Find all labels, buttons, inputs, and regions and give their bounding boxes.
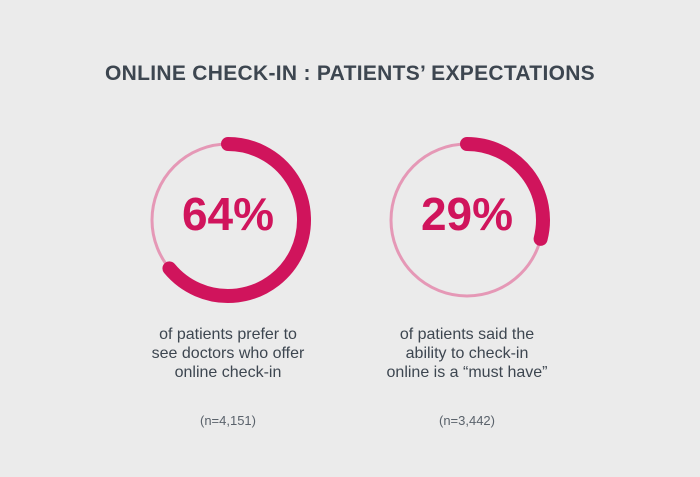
stat-description: of patients said the ability to check-in… [337,325,597,382]
description-line: see doctors who offer [151,345,305,362]
stat-card-prefer-online-checkin: 64% of patients prefer to see doctors wh… [98,130,358,428]
donut-chart-29: 29% [337,130,597,310]
donut-svg [150,137,311,303]
donut-value-arc [162,137,311,303]
stat-card-must-have: 29% of patients said the ability to chec… [337,130,597,428]
donut-value-arc [460,137,550,246]
stat-description: of patients prefer to see doctors who of… [98,325,358,382]
sample-size: (n=3,442) [438,413,495,428]
description-line: online is a “must have” [386,364,548,381]
sample-size: (n=4,151) [199,413,256,428]
donut-svg [389,137,550,298]
description-line: of patients prefer to [159,326,297,343]
page-title: ONLINE CHECK-IN : PATIENTS’ EXPECTATIONS [105,62,595,85]
description-line: ability to check-in [405,345,529,362]
percent-value: 64% [181,188,275,240]
percent-value: 29% [420,188,514,240]
donut-chart-64: 64% [98,130,358,310]
description-line: online check-in [174,364,282,381]
description-line: of patients said the [399,326,535,343]
